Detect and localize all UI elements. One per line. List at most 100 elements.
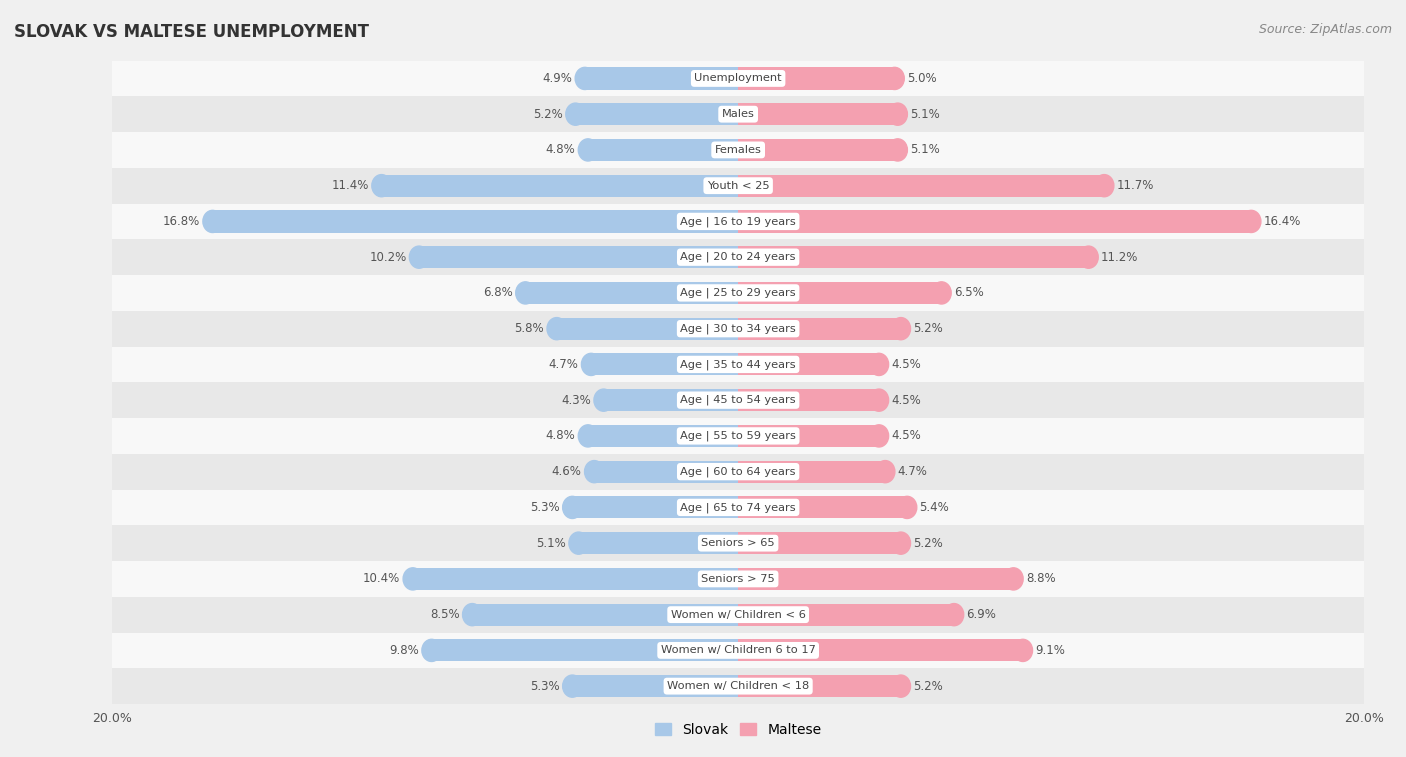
Text: 4.8%: 4.8% — [546, 429, 575, 442]
Bar — [738, 282, 942, 304]
Bar — [738, 640, 1022, 662]
Bar — [575, 103, 738, 125]
Text: 5.3%: 5.3% — [530, 680, 560, 693]
Text: Youth < 25: Youth < 25 — [707, 181, 769, 191]
Circle shape — [876, 460, 894, 483]
Text: Females: Females — [714, 145, 762, 155]
Text: 4.5%: 4.5% — [891, 429, 921, 442]
Circle shape — [897, 497, 917, 519]
Text: Source: ZipAtlas.com: Source: ZipAtlas.com — [1258, 23, 1392, 36]
Bar — [112, 490, 1364, 525]
Bar — [432, 640, 738, 662]
Text: SLOVAK VS MALTESE UNEMPLOYMENT: SLOVAK VS MALTESE UNEMPLOYMENT — [14, 23, 368, 41]
Text: Women w/ Children 6 to 17: Women w/ Children 6 to 17 — [661, 646, 815, 656]
Circle shape — [562, 497, 582, 519]
Bar — [738, 532, 901, 554]
Circle shape — [891, 675, 911, 697]
Bar — [588, 425, 738, 447]
Bar — [112, 61, 1364, 96]
Circle shape — [891, 532, 911, 554]
Bar — [603, 389, 738, 411]
Bar — [112, 668, 1364, 704]
Text: 11.7%: 11.7% — [1116, 179, 1154, 192]
Bar — [738, 497, 907, 519]
Bar — [112, 561, 1364, 597]
Bar — [738, 139, 897, 161]
Text: 5.1%: 5.1% — [910, 107, 941, 120]
Text: 4.6%: 4.6% — [553, 465, 582, 478]
Text: 10.2%: 10.2% — [370, 251, 406, 263]
Bar — [585, 67, 738, 89]
Circle shape — [202, 210, 222, 232]
Text: 4.5%: 4.5% — [891, 394, 921, 407]
Text: 5.1%: 5.1% — [536, 537, 567, 550]
Circle shape — [578, 139, 598, 161]
Circle shape — [1241, 210, 1261, 232]
Text: 5.8%: 5.8% — [515, 322, 544, 335]
Text: 5.2%: 5.2% — [533, 107, 562, 120]
Circle shape — [463, 603, 482, 626]
Bar — [413, 568, 738, 590]
Bar — [557, 318, 738, 340]
Circle shape — [1094, 175, 1114, 197]
Text: Seniors > 65: Seniors > 65 — [702, 538, 775, 548]
Bar — [738, 210, 1251, 232]
Text: 5.3%: 5.3% — [530, 501, 560, 514]
Bar — [738, 568, 1014, 590]
Circle shape — [547, 318, 567, 340]
Circle shape — [891, 318, 911, 340]
Text: 6.8%: 6.8% — [484, 286, 513, 300]
Text: 6.5%: 6.5% — [955, 286, 984, 300]
Text: 5.2%: 5.2% — [914, 680, 943, 693]
Circle shape — [516, 282, 536, 304]
Circle shape — [869, 425, 889, 447]
Text: 4.7%: 4.7% — [897, 465, 928, 478]
Bar — [112, 347, 1364, 382]
Bar — [738, 175, 1104, 197]
Text: 5.2%: 5.2% — [914, 537, 943, 550]
Text: 11.4%: 11.4% — [332, 179, 368, 192]
Circle shape — [585, 460, 605, 483]
Text: Males: Males — [721, 109, 755, 119]
Circle shape — [582, 354, 600, 375]
Text: 5.1%: 5.1% — [910, 143, 941, 157]
Text: 9.8%: 9.8% — [389, 644, 419, 657]
Circle shape — [1004, 568, 1024, 590]
Bar — [472, 603, 738, 626]
Bar — [738, 460, 886, 483]
Legend: Slovak, Maltese: Slovak, Maltese — [650, 717, 827, 742]
Text: 4.9%: 4.9% — [543, 72, 572, 85]
Bar — [381, 175, 738, 197]
Bar — [112, 132, 1364, 168]
Text: 4.8%: 4.8% — [546, 143, 575, 157]
Bar — [588, 139, 738, 161]
Bar — [112, 453, 1364, 490]
Bar — [738, 425, 879, 447]
Text: Age | 25 to 29 years: Age | 25 to 29 years — [681, 288, 796, 298]
Text: 8.5%: 8.5% — [430, 608, 460, 621]
Text: 6.9%: 6.9% — [966, 608, 997, 621]
Bar — [579, 532, 738, 554]
Text: Age | 65 to 74 years: Age | 65 to 74 years — [681, 502, 796, 512]
Text: Unemployment: Unemployment — [695, 73, 782, 83]
Bar — [112, 597, 1364, 633]
Text: 16.8%: 16.8% — [163, 215, 200, 228]
Circle shape — [1078, 246, 1098, 268]
Text: 11.2%: 11.2% — [1101, 251, 1139, 263]
Text: 4.3%: 4.3% — [561, 394, 591, 407]
Bar — [526, 282, 738, 304]
Circle shape — [869, 389, 889, 411]
Text: 4.5%: 4.5% — [891, 358, 921, 371]
Text: 5.4%: 5.4% — [920, 501, 949, 514]
Bar — [112, 168, 1364, 204]
Text: Women w/ Children < 6: Women w/ Children < 6 — [671, 609, 806, 620]
Circle shape — [932, 282, 952, 304]
Circle shape — [884, 67, 904, 89]
Circle shape — [404, 568, 422, 590]
Bar — [112, 525, 1364, 561]
Text: Age | 55 to 59 years: Age | 55 to 59 years — [681, 431, 796, 441]
Bar — [591, 354, 738, 375]
Text: 8.8%: 8.8% — [1026, 572, 1056, 585]
Bar — [595, 460, 738, 483]
Bar — [738, 389, 879, 411]
